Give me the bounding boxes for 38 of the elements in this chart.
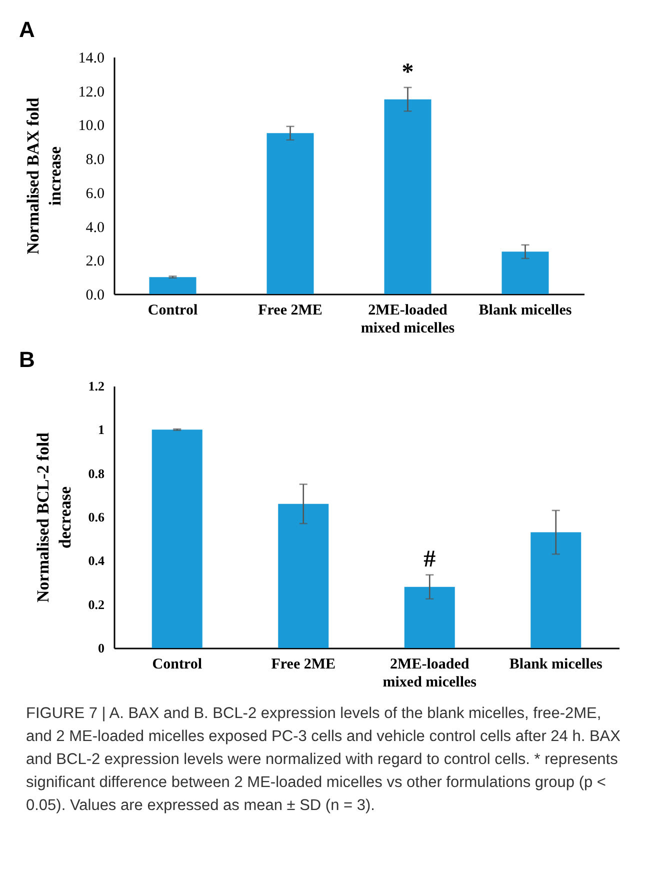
y-axis-title: Normalised BCL-2 fold decrease bbox=[33, 432, 74, 602]
bar bbox=[278, 504, 329, 648]
chart-title: B bbox=[19, 347, 35, 372]
bar bbox=[384, 99, 432, 294]
bar bbox=[502, 252, 549, 294]
y-tick-label: 14.0 bbox=[78, 50, 104, 66]
bar bbox=[266, 133, 314, 294]
y-tick-label: 4.0 bbox=[86, 220, 104, 236]
annotation: # bbox=[424, 546, 436, 572]
caption: FIGURE 7 | A. BAX and B. BCL-2 expression levels of the blank micelles, free-2ME, and 2 ME-loaded micelles exposed PC-3 cells and vehicle control cells after 24 h. BAX and BCL-2 expression levels were normalized with regard to control cells. * represents significant difference between 2 ME-loaded micelles vs other formulations group (p < 0.05). Values are expressed as mean ± SD (n = 3). bbox=[26, 704, 622, 816]
x-tick-label: Blank micelles bbox=[509, 656, 602, 672]
x-tick-label: Control bbox=[148, 302, 198, 318]
bar bbox=[152, 430, 202, 648]
bar bbox=[404, 586, 455, 648]
y-tick-label: 10.0 bbox=[78, 118, 104, 134]
x-tick-label: 2ME-loaded mixed micelles bbox=[382, 656, 477, 690]
y-tick-label: 6.0 bbox=[86, 186, 104, 202]
y-tick-label: 1 bbox=[98, 422, 104, 438]
y-tick-label: 0 bbox=[98, 640, 104, 656]
y-tick-label: 0.8 bbox=[88, 466, 105, 481]
y-tick-label: 0.2 bbox=[88, 596, 104, 612]
x-tick-label: Free 2ME bbox=[271, 656, 336, 672]
x-tick-label: Free 2ME bbox=[258, 302, 322, 318]
y-tick-label: 12.0 bbox=[78, 84, 104, 100]
x-tick-label: 2ME-loaded mixed micelles bbox=[360, 302, 455, 336]
x-tick-label: Blank micelles bbox=[478, 302, 572, 318]
x-tick-label: Control bbox=[152, 656, 202, 672]
y-tick-label: 1.2 bbox=[88, 378, 104, 394]
y-axis-title: Normalised BAX fold increase bbox=[23, 97, 64, 254]
y-tick-label: 8.0 bbox=[86, 152, 104, 168]
annotation: * bbox=[402, 59, 414, 86]
y-tick-label: 0.0 bbox=[86, 288, 104, 304]
bar bbox=[530, 532, 582, 648]
bar bbox=[149, 277, 196, 294]
y-tick-label: 0.6 bbox=[88, 510, 105, 524]
y-tick-label: 0.4 bbox=[88, 553, 105, 568]
chart-title: A bbox=[19, 17, 35, 42]
y-tick-label: 2.0 bbox=[86, 254, 104, 270]
